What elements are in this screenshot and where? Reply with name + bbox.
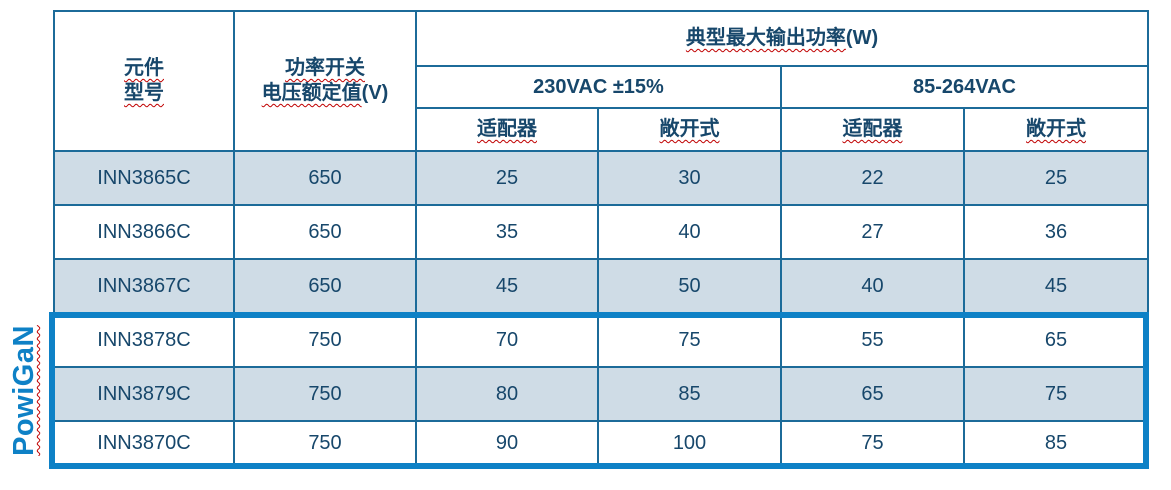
header-open-frame-230vac: 敞开式 bbox=[597, 107, 782, 152]
header-component-line1: 元件 bbox=[124, 57, 164, 79]
power-cell-85-open: 36 bbox=[962, 204, 1150, 260]
voltage-cell: 650 bbox=[233, 150, 417, 206]
adapter-label: 适配器 bbox=[477, 118, 537, 140]
header-adapter-85-264vac: 适配器 bbox=[780, 107, 965, 152]
voltage-cell: 650 bbox=[233, 258, 417, 314]
power-cell-230-adapter: 90 bbox=[415, 420, 599, 466]
voltage-cell: 650 bbox=[233, 204, 417, 260]
header-switch-line1: 功率开关 bbox=[285, 57, 365, 79]
power-cell-85-open: 75 bbox=[962, 366, 1150, 422]
powigan-label: PowiGaN bbox=[8, 325, 40, 456]
power-cell-230-adapter: 70 bbox=[415, 312, 599, 368]
power-cell-85-open: 45 bbox=[962, 258, 1150, 314]
table-row-inn3865c: INN3865C 650 25 30 22 25 bbox=[53, 150, 1150, 206]
power-cell-85-adapter: 75 bbox=[780, 420, 965, 466]
model-cell: INN3865C bbox=[53, 150, 235, 206]
header-row-3: 适配器 敞开式 适配器 敞开式 bbox=[54, 107, 1150, 152]
power-cell-230-open: 85 bbox=[597, 366, 782, 422]
power-cell-85-open: 65 bbox=[962, 312, 1150, 368]
header-switch-unit: (V) bbox=[361, 82, 389, 104]
voltage-cell: 750 bbox=[233, 366, 417, 422]
table-row-inn3866c: INN3866C 650 35 40 27 36 bbox=[53, 204, 1150, 260]
header-open-frame-85-264vac: 敞开式 bbox=[962, 107, 1150, 152]
table-row-inn3878c: INN3878C 750 70 75 55 65 bbox=[53, 312, 1150, 368]
header-component-model: 元件 型号 bbox=[53, 10, 235, 152]
header-max-output-power: 典型最大输出功率(W) bbox=[414, 10, 1150, 67]
voltage-cell: 750 bbox=[233, 420, 417, 466]
open-frame-label: 敞开式 bbox=[659, 118, 720, 140]
power-cell-230-adapter: 25 bbox=[415, 150, 599, 206]
power-cell-85-adapter: 22 bbox=[780, 150, 965, 206]
header-85-264vac: 85-264VAC bbox=[779, 65, 1150, 109]
header-switch-line2: 电压额定值 bbox=[261, 82, 362, 104]
adapter-label: 适配器 bbox=[842, 118, 903, 140]
table-row-inn3867c: INN3867C 650 45 50 40 45 bbox=[53, 258, 1150, 314]
table-row-inn3870c: INN3870C 750 90 100 75 85 bbox=[53, 420, 1150, 466]
open-frame-label: 敞开式 bbox=[1026, 118, 1086, 140]
power-cell-85-open: 85 bbox=[962, 420, 1150, 466]
powigan-label-container: PowiGaN bbox=[0, 312, 49, 469]
header-adapter-230vac: 适配器 bbox=[415, 107, 599, 152]
power-cell-230-open: 75 bbox=[597, 312, 782, 368]
model-cell: INN3867C bbox=[53, 258, 235, 314]
header-component-line2: 型号 bbox=[124, 82, 164, 104]
model-cell: INN3866C bbox=[53, 204, 235, 260]
header-power-unit: (W) bbox=[845, 27, 879, 49]
table-row-inn3879c: INN3879C 750 80 85 65 75 bbox=[53, 366, 1150, 422]
power-cell-85-adapter: 65 bbox=[780, 366, 965, 422]
power-cell-230-open: 50 bbox=[597, 258, 782, 314]
product-spec-table: 元件 型号 功率开关 电压额定值(V) 典型最大输出功率(W) 230VAC ±… bbox=[53, 10, 1150, 466]
header-row-2: 230VAC ±15% 85-264VAC bbox=[54, 65, 1150, 109]
power-cell-230-adapter: 45 bbox=[415, 258, 599, 314]
power-cell-85-adapter: 40 bbox=[780, 258, 965, 314]
power-cell-85-open: 25 bbox=[962, 150, 1150, 206]
header-230vac: 230VAC ±15% bbox=[415, 65, 782, 109]
model-cell: INN3879C bbox=[53, 366, 235, 422]
power-cell-230-open: 100 bbox=[597, 420, 782, 466]
power-cell-230-open: 30 bbox=[597, 150, 782, 206]
model-cell: INN3878C bbox=[53, 312, 235, 368]
header-row-1: 元件 型号 功率开关 电压额定值(V) 典型最大输出功率(W) bbox=[53, 10, 1150, 152]
power-cell-85-adapter: 55 bbox=[780, 312, 965, 368]
power-cell-230-adapter: 35 bbox=[415, 204, 599, 260]
voltage-cell: 750 bbox=[233, 312, 417, 368]
header-power-title: 典型最大输出功率 bbox=[685, 27, 846, 49]
model-cell: INN3870C bbox=[53, 420, 235, 466]
header-switch-voltage-rating: 功率开关 电压额定值(V) bbox=[233, 10, 417, 152]
power-cell-230-open: 40 bbox=[597, 204, 782, 260]
power-cell-85-adapter: 27 bbox=[780, 204, 965, 260]
power-cell-230-adapter: 80 bbox=[415, 366, 599, 422]
